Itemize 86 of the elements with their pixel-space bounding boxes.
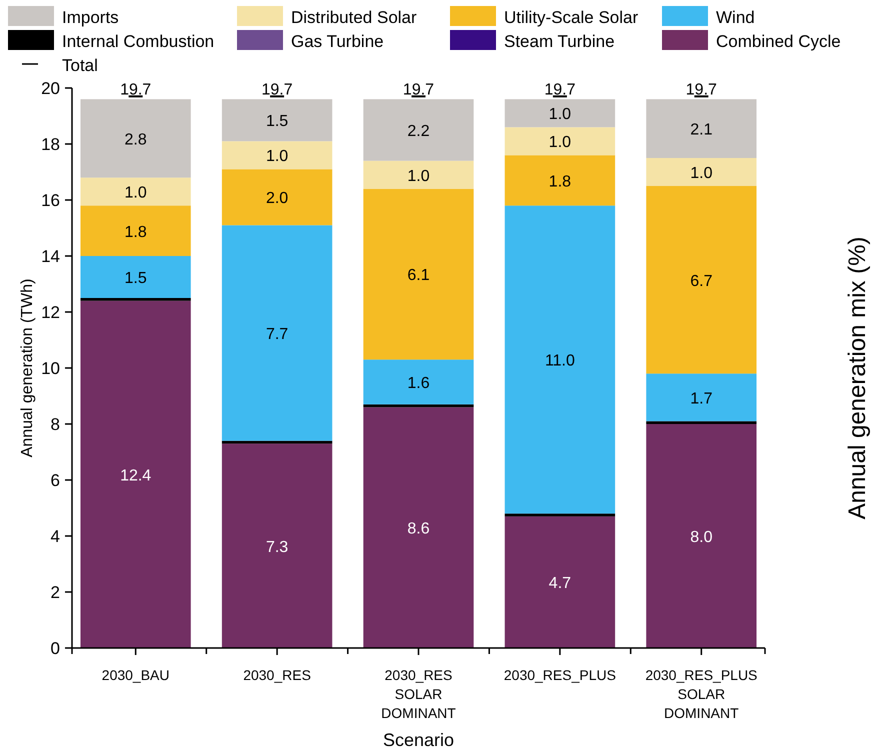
data-label: 1.0 bbox=[548, 106, 572, 124]
data-label: 6.1 bbox=[407, 267, 430, 284]
y-tick-label: 20 bbox=[41, 79, 60, 98]
bar bbox=[504, 514, 616, 516]
bar bbox=[363, 407, 474, 648]
data-label: 1.5 bbox=[124, 270, 147, 287]
bar bbox=[222, 225, 332, 441]
bar bbox=[646, 424, 757, 648]
data-label: 1.8 bbox=[548, 173, 572, 190]
data-label: 7.3 bbox=[266, 538, 288, 556]
data-label: 7.7 bbox=[266, 326, 288, 343]
y-tick-label: 12 bbox=[41, 303, 60, 322]
bar bbox=[363, 188, 474, 360]
data-label: 19.7 bbox=[686, 81, 718, 98]
data-label: 1.0 bbox=[548, 134, 572, 152]
bar bbox=[646, 158, 757, 186]
x-tick-label: 2030_RES SOLAR DOMINANT bbox=[381, 667, 456, 721]
legend-label: Internal Combustion bbox=[62, 32, 214, 51]
legend-label: Distributed Solar bbox=[291, 8, 418, 27]
data-label: 1.7 bbox=[690, 390, 713, 408]
bar bbox=[363, 160, 474, 189]
y-axis-title: Annual generation (TWh) bbox=[19, 278, 36, 458]
bar bbox=[504, 99, 616, 128]
data-label: 12.4 bbox=[120, 467, 152, 484]
data-label: 1.0 bbox=[124, 184, 147, 202]
bar bbox=[80, 178, 191, 206]
bar bbox=[80, 300, 191, 648]
bar bbox=[222, 444, 332, 648]
legend-label: Steam Turbine bbox=[504, 32, 615, 51]
legend-label: Wind bbox=[716, 8, 755, 27]
y-tick-label: 8 bbox=[50, 415, 60, 434]
legend-label: Gas Turbine bbox=[291, 32, 384, 51]
x-axis-title: Scenario bbox=[382, 730, 454, 750]
data-label: 1.0 bbox=[407, 168, 430, 185]
legend-label: Combined Cycle bbox=[716, 32, 841, 51]
x-tick-label: 2030_BAU bbox=[102, 667, 170, 683]
data-label: 2.1 bbox=[690, 122, 713, 139]
data-label: 11.0 bbox=[544, 352, 576, 370]
bar bbox=[646, 186, 757, 374]
legend-label: Total bbox=[62, 56, 98, 75]
y-tick-label: 10 bbox=[41, 359, 60, 378]
data-label: 1.5 bbox=[266, 113, 288, 130]
y-tick-label: 16 bbox=[41, 191, 60, 210]
data-label: 1.0 bbox=[266, 148, 288, 166]
bar bbox=[504, 127, 616, 156]
bar bbox=[363, 99, 474, 161]
bar bbox=[504, 516, 616, 648]
y-tick-label: 0 bbox=[50, 639, 60, 658]
bar bbox=[80, 99, 191, 178]
data-label: 2.0 bbox=[266, 190, 288, 208]
y-tick-label: 2 bbox=[50, 583, 60, 602]
bar bbox=[646, 374, 757, 422]
y-tick-label: 18 bbox=[41, 135, 60, 154]
data-label: 2.2 bbox=[407, 123, 430, 140]
data-label: 19.7 bbox=[544, 81, 576, 98]
bar bbox=[80, 206, 191, 256]
bar bbox=[222, 169, 332, 226]
legend-label: Imports bbox=[62, 8, 119, 27]
y-tick-label: 4 bbox=[50, 527, 60, 546]
data-label: 8.0 bbox=[690, 529, 713, 546]
data-label: 19.7 bbox=[262, 81, 293, 98]
x-tick-label: 2030_RES bbox=[243, 667, 311, 683]
y-tick-label: 6 bbox=[50, 471, 60, 490]
bar bbox=[646, 421, 757, 424]
data-label: 1.6 bbox=[407, 375, 430, 392]
x-tick-label: 2030_RES_PLUS bbox=[504, 667, 616, 683]
bar bbox=[504, 206, 616, 514]
data-label: 1.8 bbox=[124, 224, 147, 241]
legend-label: Utility-Scale Solar bbox=[504, 8, 638, 27]
bar bbox=[222, 99, 332, 142]
bar bbox=[363, 360, 474, 404]
data-label: 6.7 bbox=[690, 272, 713, 290]
data-label: 19.7 bbox=[120, 81, 152, 98]
data-label: 19.7 bbox=[402, 81, 434, 98]
data-label: 2.8 bbox=[124, 131, 147, 148]
data-label: 4.7 bbox=[548, 575, 572, 592]
bar bbox=[80, 256, 191, 298]
bar bbox=[222, 141, 332, 170]
bar bbox=[80, 298, 191, 301]
y2-axis-title: Annual generation mix (%) bbox=[844, 236, 871, 520]
bar bbox=[646, 99, 757, 158]
data-label: 8.6 bbox=[407, 520, 430, 538]
bar bbox=[504, 155, 616, 206]
data-label: 1.0 bbox=[690, 165, 713, 182]
x-tick-label: 2030_RES_PLUS SOLAR DOMINANT bbox=[645, 667, 758, 721]
y-tick-label: 14 bbox=[41, 247, 60, 266]
